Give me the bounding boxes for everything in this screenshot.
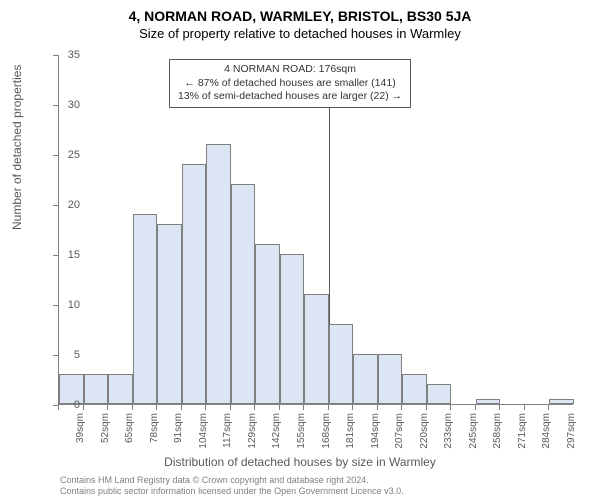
x-tick-mark [254, 405, 255, 410]
x-tick-mark [401, 405, 402, 410]
x-tick-label: 142sqm [271, 413, 282, 453]
x-tick-label: 65sqm [124, 413, 135, 453]
x-tick-label: 284sqm [541, 413, 552, 453]
x-tick-mark [230, 405, 231, 410]
histogram-bar [549, 399, 574, 404]
annotation-line1: 4 NORMAN ROAD: 176sqm [178, 63, 402, 77]
y-tick-mark [53, 105, 58, 106]
x-tick-label: 129sqm [247, 413, 258, 453]
histogram-bar [133, 214, 158, 404]
x-tick-label: 194sqm [370, 413, 381, 453]
x-tick-label: 220sqm [419, 413, 430, 453]
x-tick-mark [279, 405, 280, 410]
y-tick-mark [53, 205, 58, 206]
histogram-bar [280, 254, 305, 404]
chart-subtitle: Size of property relative to detached ho… [0, 24, 600, 41]
x-tick-mark [58, 405, 59, 410]
x-tick-mark [205, 405, 206, 410]
x-tick-mark [352, 405, 353, 410]
x-tick-mark [107, 405, 108, 410]
histogram-bar [231, 184, 256, 404]
y-axis-label: Number of detached properties [10, 65, 24, 230]
chart-container: 4, NORMAN ROAD, WARMLEY, BRISTOL, BS30 5… [0, 0, 600, 500]
annotation-line2: ← 87% of detached houses are smaller (14… [178, 77, 402, 91]
x-tick-mark [426, 405, 427, 410]
x-tick-label: 258sqm [492, 413, 503, 453]
x-tick-mark [132, 405, 133, 410]
chart-title: 4, NORMAN ROAD, WARMLEY, BRISTOL, BS30 5… [0, 0, 600, 24]
x-tick-label: 52sqm [100, 413, 111, 453]
x-tick-label: 168sqm [321, 413, 332, 453]
y-tick-mark [53, 255, 58, 256]
x-tick-mark [475, 405, 476, 410]
histogram-bar [427, 384, 452, 404]
histogram-bar [378, 354, 403, 404]
histogram-bar [329, 324, 354, 404]
histogram-bar [402, 374, 427, 404]
x-tick-mark [156, 405, 157, 410]
histogram-bar [182, 164, 207, 404]
annotation-line3: 13% of semi-detached houses are larger (… [178, 90, 402, 104]
histogram-bar [476, 399, 501, 404]
histogram-bar [206, 144, 231, 404]
footer-line2: Contains public sector information licen… [60, 486, 404, 497]
x-tick-label: 245sqm [468, 413, 479, 453]
y-tick-mark [53, 305, 58, 306]
x-tick-label: 39sqm [75, 413, 86, 453]
histogram-bar [304, 294, 329, 404]
x-tick-mark [377, 405, 378, 410]
x-tick-mark [328, 405, 329, 410]
x-tick-label: 233sqm [443, 413, 454, 453]
x-tick-mark [303, 405, 304, 410]
x-tick-mark [499, 405, 500, 410]
marker-line [329, 94, 330, 324]
x-tick-label: 91sqm [173, 413, 184, 453]
x-tick-label: 297sqm [566, 413, 577, 453]
annotation-box: 4 NORMAN ROAD: 176sqm← 87% of detached h… [169, 59, 411, 108]
y-tick-mark [53, 155, 58, 156]
footer-attribution: Contains HM Land Registry data © Crown c… [60, 475, 404, 497]
x-tick-label: 78sqm [149, 413, 160, 453]
x-tick-label: 104sqm [198, 413, 209, 453]
histogram-bar [255, 244, 280, 404]
x-tick-mark [181, 405, 182, 410]
x-tick-label: 155sqm [296, 413, 307, 453]
x-tick-mark [450, 405, 451, 410]
x-tick-label: 181sqm [345, 413, 356, 453]
x-tick-label: 271sqm [517, 413, 528, 453]
y-tick-mark [53, 55, 58, 56]
x-tick-label: 117sqm [222, 413, 233, 453]
x-tick-mark [524, 405, 525, 410]
x-axis-label: Distribution of detached houses by size … [0, 455, 600, 469]
histogram-bar [84, 374, 109, 404]
histogram-bar [157, 224, 182, 404]
footer-line1: Contains HM Land Registry data © Crown c… [60, 475, 404, 486]
x-tick-mark [83, 405, 84, 410]
plot-wrap: 4 NORMAN ROAD: 176sqm← 87% of detached h… [58, 55, 573, 405]
y-tick-mark [53, 355, 58, 356]
x-tick-label: 207sqm [394, 413, 405, 453]
histogram-bar [353, 354, 378, 404]
plot-area: 4 NORMAN ROAD: 176sqm← 87% of detached h… [58, 55, 573, 405]
histogram-bar [108, 374, 133, 404]
x-tick-mark [548, 405, 549, 410]
